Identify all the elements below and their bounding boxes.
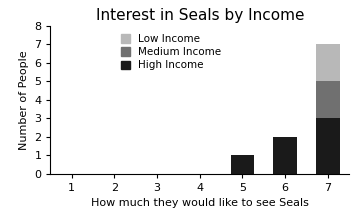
X-axis label: How much they would like to see Seals: How much they would like to see Seals [91,198,309,208]
Y-axis label: Number of People: Number of People [19,50,29,150]
Bar [274,137,297,174]
Bar [316,44,339,81]
Bar [316,81,339,118]
Legend: Low Income, Medium Income, High Income: Low Income, Medium Income, High Income [121,34,221,71]
Title: Interest in Seals by Income: Interest in Seals by Income [95,8,304,23]
Bar [231,155,254,174]
Bar [316,118,339,174]
